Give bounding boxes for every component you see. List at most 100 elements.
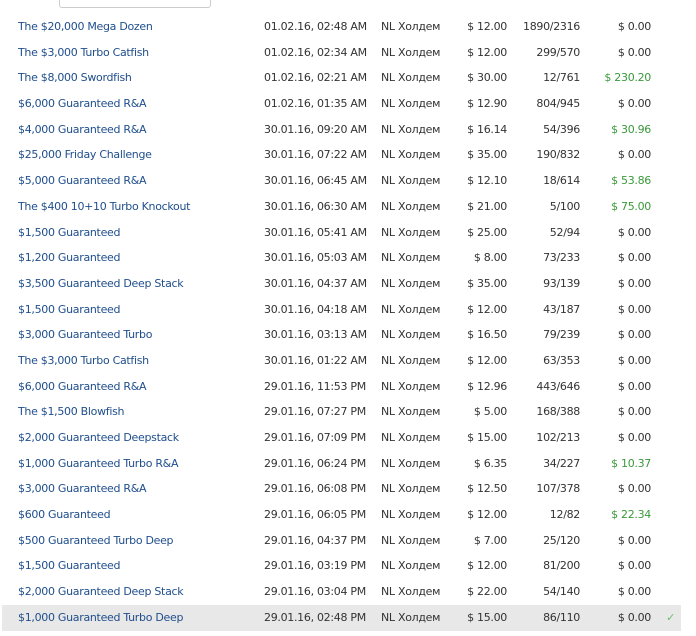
buyin-cell: $ 21.00 xyxy=(467,199,507,213)
winnings-cell: $ 0.00 xyxy=(617,585,651,599)
table-row[interactable]: The $1,500 Blowfish 29.01.16, 07:27 PM NL … xyxy=(2,399,681,425)
tournament-name-link[interactable]: The $20,000 Mega Dozen xyxy=(18,20,153,33)
tournament-name-link[interactable]: $1,500 Guaranteed xyxy=(18,225,121,239)
table-row[interactable]: $2,000 Guaranteed Deep Stack 29.01.16, 03… xyxy=(2,579,681,605)
place-cell: 18/614 xyxy=(543,174,580,188)
date-cell: 29.01.16, 03:04 PM xyxy=(264,585,366,599)
table-row[interactable]: $4,000 Guaranteed R&A 30.01.16, 09:20 AM N… xyxy=(2,117,681,143)
game-type-cell: NL Холдем xyxy=(381,405,441,419)
buyin-cell: $ 12.00 xyxy=(467,45,507,59)
table-row[interactable]: $3,000 Guaranteed R&A 29.01.16, 06:08 PM N… xyxy=(2,476,681,502)
table-row[interactable]: $3,500 Guaranteed Deep Stack 30.01.16, 04… xyxy=(2,271,681,297)
date-cell: 29.01.16, 06:05 PM xyxy=(264,508,366,522)
tournament-name-link[interactable]: $500 Guaranteed Turbo Deep xyxy=(18,533,174,547)
game-type-cell: NL Холдем xyxy=(381,559,441,573)
tournament-name-link[interactable]: $4,000 Guaranteed R&A xyxy=(18,122,147,136)
table-row[interactable]: $3,000 Guaranteed Turbo 30.01.16, 03:13 A… xyxy=(2,322,681,348)
game-type-cell: NL Холдем xyxy=(381,148,441,162)
winnings-cell: $ 0.00 xyxy=(617,559,651,573)
table-row[interactable]: $1,000 Guaranteed Turbo R&A 29.01.16, 06:… xyxy=(2,451,681,477)
winnings-cell: $ 230.20 xyxy=(604,71,651,85)
table-row[interactable]: The $8,000 Swordfish 01.02.16, 02:21 AM NL… xyxy=(2,65,681,91)
place-cell: 93/139 xyxy=(543,276,580,290)
table-row[interactable]: $500 Guaranteed Turbo Deep 29.01.16, 04:3… xyxy=(2,528,681,554)
tournament-name-link[interactable]: The $400 10+10 Turbo Knockout xyxy=(18,199,191,213)
tournament-name-link[interactable]: $6,000 Guaranteed R&A xyxy=(18,97,147,111)
tournament-name-link[interactable]: $25,000 Friday Challenge xyxy=(18,148,152,162)
date-cell: 30.01.16, 06:30 AM xyxy=(264,199,367,213)
table-row[interactable]: The $3,000 Turbo Catfish 30.01.16, 01:22 … xyxy=(2,348,681,374)
table-row[interactable]: $1,500 Guaranteed 30.01.16, 04:18 AM NL Хо… xyxy=(2,297,681,323)
tournament-name-link[interactable]: $3,000 Guaranteed Turbo xyxy=(18,328,153,342)
buyin-cell: $ 12.00 xyxy=(467,302,507,316)
winnings-cell: $ 53.86 xyxy=(611,174,651,188)
place-cell: 12/82 xyxy=(549,508,581,522)
table-row[interactable]: $1,500 Guaranteed 29.01.16, 03:19 PM NL Хо… xyxy=(2,553,681,579)
date-cell: 01.02.16, 02:48 AM xyxy=(264,20,367,33)
place-cell: 107/378 xyxy=(536,482,580,496)
table-row[interactable]: The $400 10+10 Turbo Knockout 30.01.16, 0… xyxy=(2,194,681,220)
table-row[interactable]: $6,000 Guaranteed R&A 29.01.16, 11:53 PM N… xyxy=(2,374,681,400)
date-cell: 29.01.16, 11:53 PM xyxy=(264,379,366,393)
tournament-name-link[interactable]: $5,000 Guaranteed R&A xyxy=(18,174,147,188)
winnings-cell: $ 0.00 xyxy=(617,97,651,111)
place-cell: 63/353 xyxy=(543,353,580,367)
tournament-name-link[interactable]: The $8,000 Swordfish xyxy=(18,71,132,85)
place-cell: 52/94 xyxy=(549,225,581,239)
tournament-name-link[interactable]: $1,000 Guaranteed Turbo R&A xyxy=(18,456,179,470)
tournament-list: The $20,000 Mega Dozen 01.02.16, 02:48 AM… xyxy=(2,14,681,631)
date-cell: 30.01.16, 05:41 AM xyxy=(264,225,367,239)
game-type-cell: NL Холдем xyxy=(381,610,441,624)
search-input[interactable] xyxy=(59,0,211,8)
tournament-name-link[interactable]: $6,000 Guaranteed R&A xyxy=(18,379,147,393)
place-cell: 102/213 xyxy=(536,431,580,444)
game-type-cell: NL Холдем xyxy=(381,508,441,522)
game-type-cell: NL Холдем xyxy=(381,71,441,85)
tournament-name-link[interactable]: The $3,000 Turbo Catfish xyxy=(18,45,149,59)
date-cell: 29.01.16, 03:19 PM xyxy=(264,559,366,573)
tournament-name-link[interactable]: $3,000 Guaranteed R&A xyxy=(18,482,147,496)
place-cell: 54/140 xyxy=(543,585,580,599)
game-type-cell: NL Холдем xyxy=(381,585,441,599)
tournament-name-link[interactable]: $1,000 Guaranteed Turbo Deep xyxy=(18,610,184,624)
game-type-cell: NL Холдем xyxy=(381,533,441,547)
game-type-cell: NL Холдем xyxy=(381,122,441,136)
place-cell: 86/110 xyxy=(543,610,580,624)
buyin-cell: $ 12.00 xyxy=(467,508,507,522)
buyin-cell: $ 15.00 xyxy=(467,610,507,624)
tournament-name-link[interactable]: $2,000 Guaranteed Deep Stack xyxy=(18,585,184,599)
winnings-cell: $ 0.00 xyxy=(617,610,651,624)
date-cell: 29.01.16, 02:48 PM xyxy=(264,610,366,624)
place-cell: 54/396 xyxy=(543,122,580,136)
place-cell: 443/646 xyxy=(536,379,580,393)
check-icon: ✓ xyxy=(666,610,675,624)
table-row[interactable]: $1,000 Guaranteed Turbo Deep 29.01.16, 02… xyxy=(2,604,681,631)
table-row[interactable]: The $20,000 Mega Dozen 01.02.16, 02:48 AM… xyxy=(2,14,681,40)
table-row[interactable]: $5,000 Guaranteed R&A 30.01.16, 06:45 AM N… xyxy=(2,168,681,194)
place-cell: 1890/2316 xyxy=(523,20,580,33)
buyin-cell: $ 12.90 xyxy=(467,97,507,111)
table-row[interactable]: $6,000 Guaranteed R&A 01.02.16, 01:35 AM N… xyxy=(2,91,681,117)
tournament-name-link[interactable]: $1,500 Guaranteed xyxy=(18,559,121,573)
buyin-cell: $ 15.00 xyxy=(467,431,507,444)
game-type-cell: NL Холдем xyxy=(381,199,441,213)
tournament-name-link[interactable]: $600 Guaranteed xyxy=(18,508,111,522)
date-cell: 01.02.16, 01:35 AM xyxy=(264,97,367,111)
winnings-cell: $ 0.00 xyxy=(617,225,651,239)
buyin-cell: $ 5.00 xyxy=(473,405,507,419)
tournament-name-link[interactable]: $1,200 Guaranteed xyxy=(18,251,121,265)
buyin-cell: $ 7.00 xyxy=(473,533,507,547)
table-row[interactable]: $25,000 Friday Challenge 30.01.16, 07:22 … xyxy=(2,142,681,168)
tournament-name-link[interactable]: $2,000 Guaranteed Deepstack xyxy=(18,431,179,444)
tournament-name-link[interactable]: $3,500 Guaranteed Deep Stack xyxy=(18,276,184,290)
tournament-name-link[interactable]: The $3,000 Turbo Catfish xyxy=(18,353,149,367)
table-row[interactable]: $2,000 Guaranteed Deepstack 29.01.16, 07:… xyxy=(2,425,681,451)
table-row[interactable]: $600 Guaranteed 29.01.16, 06:05 PM NL Холд… xyxy=(2,502,681,528)
tournament-name-link[interactable]: The $1,500 Blowfish xyxy=(18,405,125,419)
tournament-name-link[interactable]: $1,500 Guaranteed xyxy=(18,302,121,316)
table-row[interactable]: The $3,000 Turbo Catfish 01.02.16, 02:34 … xyxy=(2,40,681,66)
place-cell: 43/187 xyxy=(543,302,580,316)
game-type-cell: NL Холдем xyxy=(381,225,441,239)
table-row[interactable]: $1,500 Guaranteed 30.01.16, 05:41 AM NL Хо… xyxy=(2,220,681,246)
table-row[interactable]: $1,200 Guaranteed 30.01.16, 05:03 AM NL Хо… xyxy=(2,245,681,271)
